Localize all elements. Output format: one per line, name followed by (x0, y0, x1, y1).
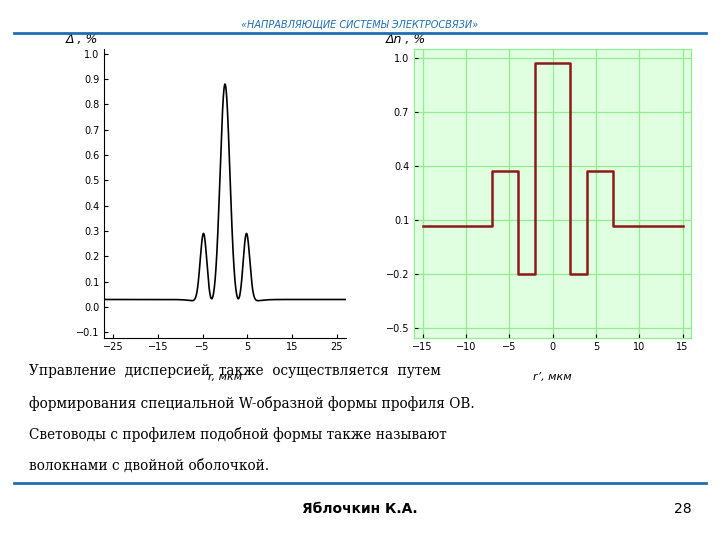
Text: Яблочкин К.А.: Яблочкин К.А. (302, 502, 418, 516)
Text: 28: 28 (674, 502, 691, 516)
Text: Световоды с профилем подобной формы также называют: Световоды с профилем подобной формы такж… (29, 427, 446, 442)
Text: Управление  дисперсией  также  осуществляется  путем: Управление дисперсией также осуществляет… (29, 364, 441, 379)
Text: r, мкм: r, мкм (208, 372, 242, 382)
Text: Δn , %: Δn , % (386, 33, 426, 46)
Text: Δ , %: Δ , % (66, 33, 98, 46)
Text: r’, мкм: r’, мкм (534, 372, 572, 382)
Text: волокнами с двойной оболочкой.: волокнами с двойной оболочкой. (29, 458, 269, 472)
Text: «НАПРАВЛЯЮЩИЕ СИСТЕМЫ ЭЛЕКТРОСВЯЗИ»: «НАПРАВЛЯЮЩИЕ СИСТЕМЫ ЭЛЕКТРОСВЯЗИ» (241, 19, 479, 29)
Text: формирования специальной W-образной формы профиля ОВ.: формирования специальной W-образной форм… (29, 396, 474, 411)
